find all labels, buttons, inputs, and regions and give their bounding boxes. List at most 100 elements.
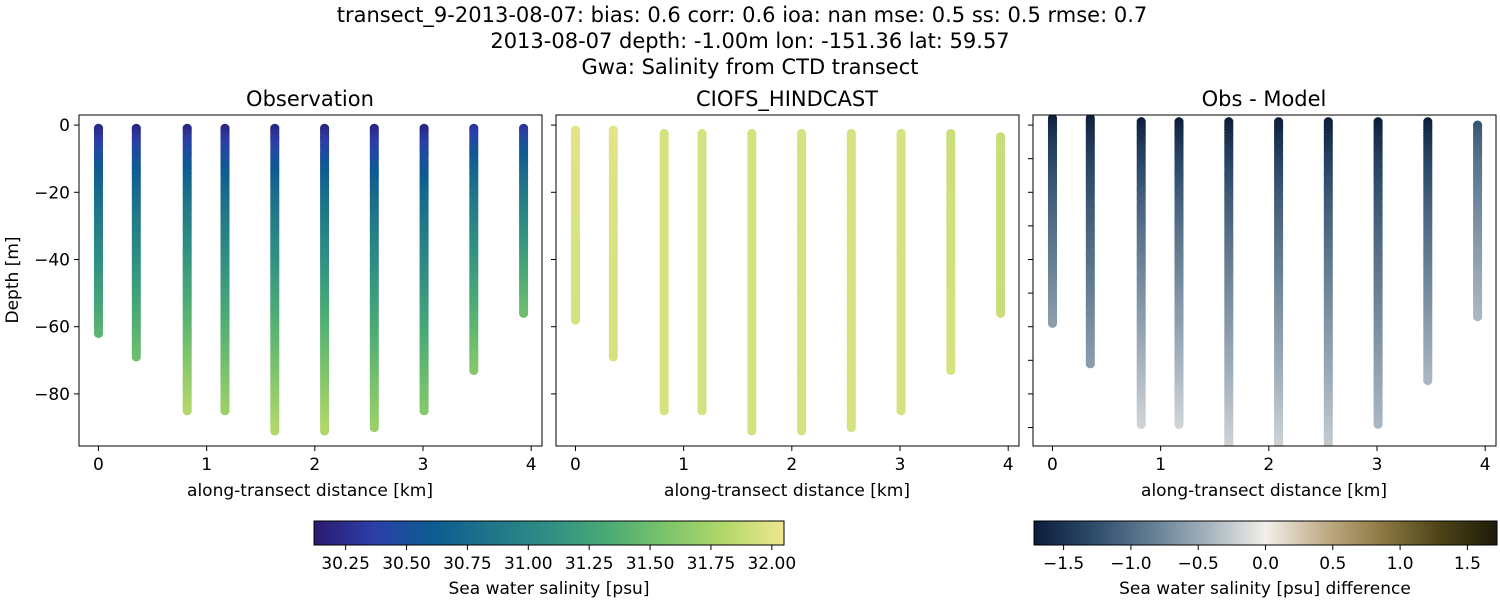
cast-4 — [1174, 117, 1184, 429]
data-point — [1423, 375, 1433, 386]
x-tick-label: 0 — [93, 455, 104, 475]
data-point — [93, 328, 104, 338]
axes-frame — [1032, 114, 1497, 447]
cast-6 — [1274, 117, 1284, 446]
cast-8 — [419, 123, 429, 416]
y-axis-ticks — [1028, 124, 1033, 429]
title-line-2: 2013-08-07 depth: -1.00m lon: -151.36 la… — [490, 29, 1009, 53]
panel-observation: Observation 0 1 2 3 4 0 −20 −40 −60 −80 along-tr… — [3, 87, 543, 501]
cast-5 — [1224, 117, 1234, 446]
data-point — [1274, 443, 1283, 446]
cast-10 — [996, 132, 1006, 318]
x-tick-label: 4 — [1003, 455, 1014, 475]
cast-8 — [1373, 117, 1383, 429]
cast-7 — [846, 128, 856, 433]
cast-2 — [608, 125, 618, 362]
axes-frame — [555, 114, 1020, 447]
colorbar-difference: −1.5 −1.0 −0.5 0.0 0.5 1.0 1.5 Sea water salin… — [1033, 520, 1498, 599]
data-point — [946, 365, 956, 375]
cast-3 — [659, 128, 669, 416]
data-point — [1136, 419, 1146, 429]
colorbar-ticks: −1.5 −1.0 −0.5 0.0 0.5 1.0 1.5 — [1043, 545, 1481, 574]
data-point — [570, 315, 581, 325]
colorbar-gradient — [1034, 521, 1497, 545]
y-tick-label: 0 — [59, 116, 70, 136]
cast-2 — [1085, 115, 1095, 369]
x-tick-label: 2 — [1263, 455, 1274, 475]
y-axis-ticks — [551, 124, 556, 395]
data-point — [1473, 312, 1483, 322]
cast-9 — [469, 123, 479, 375]
panel-title: Observation — [246, 87, 374, 111]
x-tick-label: 3 — [1372, 455, 1383, 475]
cast-5 — [747, 128, 757, 436]
cast-7 — [1323, 117, 1333, 446]
cast-7 — [369, 123, 379, 433]
data-point — [1224, 443, 1234, 446]
colorbar-tick-label: 0.0 — [1252, 554, 1279, 574]
cast-6 — [797, 128, 807, 436]
cast-3 — [1136, 117, 1146, 429]
data-point — [608, 352, 618, 362]
cast-5 — [270, 123, 280, 436]
colorbar-ticks: 30.25 30.50 30.75 31.00 31.25 31.50 31.75 32.00 — [321, 545, 796, 574]
scatter-points — [93, 123, 529, 436]
x-tick-label: 1 — [678, 455, 689, 475]
data-point — [1174, 419, 1184, 429]
data-point — [1324, 443, 1333, 446]
title-line-3: Gwa: Salinity from CTD transect — [582, 55, 919, 79]
data-point — [697, 406, 707, 416]
x-tick-label: 0 — [570, 455, 581, 475]
data-point — [320, 426, 330, 436]
colorbar-gradient — [314, 521, 784, 545]
data-point — [131, 352, 141, 362]
y-tick-label: −60 — [34, 318, 70, 338]
data-point — [846, 422, 856, 433]
data-point — [797, 426, 807, 436]
colorbar-tick-label: 30.75 — [443, 554, 492, 574]
cast-1 — [93, 123, 104, 338]
colorbar-tick-label: 31.00 — [504, 554, 553, 574]
data-point — [369, 422, 379, 433]
colorbar-tick-label: −1.0 — [1110, 554, 1151, 574]
colorbar-tick-label: 32.00 — [747, 554, 796, 574]
x-axis-ticks: 0 1 2 3 4 — [570, 446, 1014, 475]
data-point — [519, 308, 529, 318]
cast-4 — [220, 123, 230, 416]
colorbar-label: Sea water salinity [psu] — [449, 579, 650, 599]
x-tick-label: 1 — [201, 455, 212, 475]
data-point — [1373, 419, 1383, 429]
colorbar-tick-label: 30.50 — [382, 554, 431, 574]
x-tick-label: 3 — [418, 455, 429, 475]
colorbar-salinity: 30.25 30.50 30.75 31.00 31.25 31.50 31.75 32.00… — [313, 520, 796, 599]
figure-title: transect_9-2013-08-07: bias: 0.6 corr: 0… — [337, 3, 1148, 79]
colorbar-frame — [313, 520, 785, 546]
colorbar-tick-label: −1.5 — [1043, 554, 1084, 574]
x-tick-label: 0 — [1047, 455, 1058, 475]
x-axis-ticks: 0 1 2 3 4 — [93, 446, 537, 475]
cast-9 — [946, 128, 956, 375]
cast-3 — [182, 123, 192, 416]
y-tick-label: −80 — [34, 385, 70, 405]
colorbar-tick-label: 0.5 — [1319, 554, 1346, 574]
cast-9 — [1423, 117, 1433, 386]
title-line-1: transect_9-2013-08-07: bias: 0.6 corr: 0… — [337, 3, 1148, 28]
colorbar-tick-label: 31.25 — [565, 554, 614, 574]
x-tick-label: 1 — [1155, 455, 1166, 475]
data-point — [419, 406, 429, 416]
panel-obs-minus-model: Obs - Model 0 1 2 3 4 along-transect distanc… — [1028, 87, 1497, 501]
panel-title: Obs - Model — [1202, 87, 1327, 111]
x-axis-label: along-transect distance [km] — [187, 481, 433, 501]
x-axis-label: along-transect distance [km] — [664, 481, 910, 501]
panel-ciofs-hindcast: CIOFS_HINDCAST 0 1 2 3 4 along-transect dist… — [551, 87, 1020, 501]
x-tick-label: 2 — [786, 455, 797, 475]
data-point — [747, 426, 757, 436]
cast-10 — [1473, 120, 1483, 322]
y-axis-label: Depth [m] — [3, 236, 23, 323]
x-tick-label: 4 — [1480, 455, 1491, 475]
colorbar-tick-label: 1.5 — [1454, 554, 1481, 574]
data-point — [896, 406, 906, 416]
panel-title: CIOFS_HINDCAST — [696, 87, 878, 112]
x-axis-label: along-transect distance [km] — [1141, 481, 1387, 501]
